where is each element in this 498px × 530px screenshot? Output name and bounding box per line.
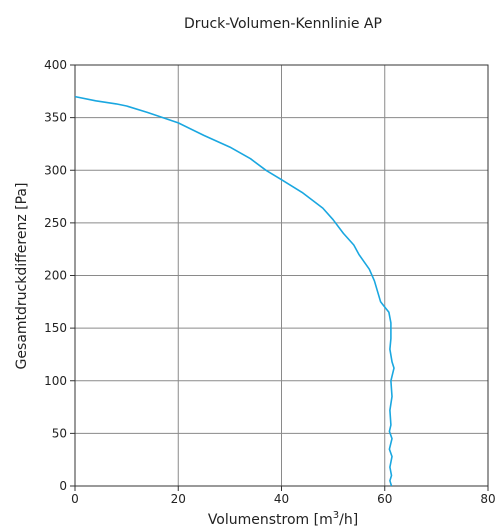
y-tick-label: 350: [44, 111, 67, 125]
y-tick-label: 400: [44, 58, 67, 72]
y-tick-label: 150: [44, 321, 67, 335]
grid: [74, 64, 489, 487]
chart-title: Druck-Volumen-Kennlinie AP: [184, 16, 382, 32]
series-line: [74, 95, 395, 487]
y-tick-label: 300: [44, 163, 67, 177]
x-axis-label-text: Volumenstrom [m: [208, 512, 333, 528]
x-axis-label: Volumenstrom [m3/h]: [208, 510, 358, 528]
ticks: 0 20 40 60 80 0 50 100 150 200 250 300 350 400: [44, 58, 496, 506]
x-axis-label-tail: /h]: [339, 512, 358, 528]
x-tick-label: 80: [480, 492, 495, 506]
y-tick-label: 200: [44, 269, 67, 283]
y-tick-label: 0: [59, 479, 67, 493]
x-tick-label: 40: [274, 492, 289, 506]
x-tick-label: 60: [377, 492, 392, 506]
y-tick-label: 250: [44, 216, 67, 230]
x-tick-label: 0: [71, 492, 79, 506]
y-tick-label: 50: [52, 426, 67, 440]
x-tick-label: 20: [171, 492, 186, 506]
x-axis-label-sup: 3: [333, 510, 339, 521]
series-group: [74, 95, 395, 487]
y-axis-label: Gesamtdruckdifferenz [Pa]: [14, 183, 30, 370]
y-tick-label: 100: [44, 374, 67, 388]
